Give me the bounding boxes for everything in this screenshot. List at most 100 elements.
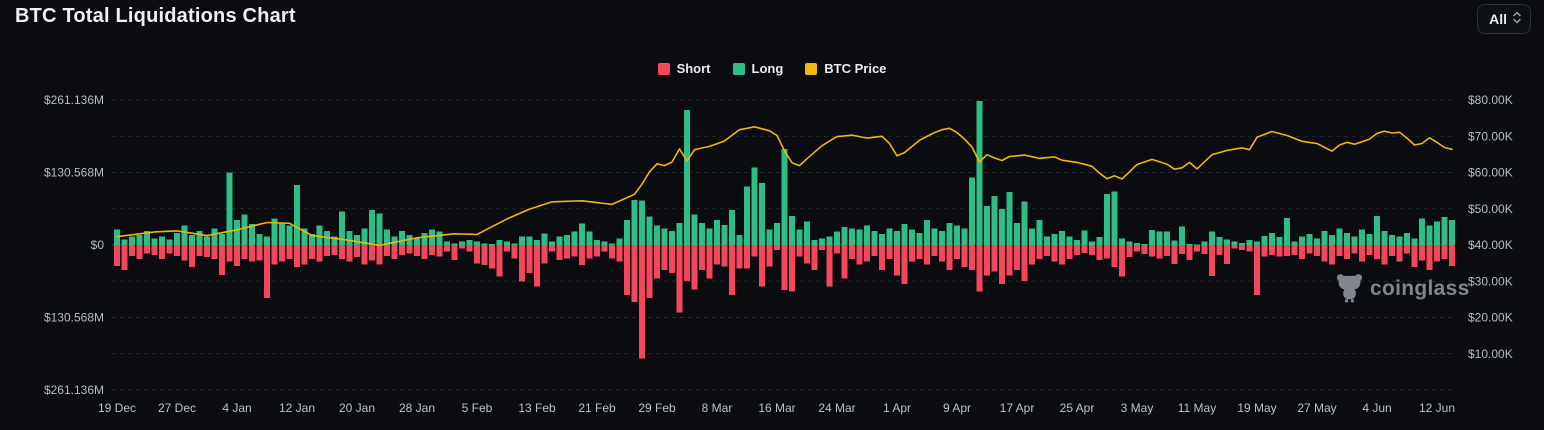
short-bar [1036,245,1043,259]
range-selector[interactable]: All [1477,4,1531,34]
short-bar [534,245,540,287]
long-bar [151,238,158,245]
short-bar [631,245,638,303]
long-bar [639,200,645,245]
long-bar [1119,238,1125,245]
long-bar [646,216,653,245]
short-bar [744,245,750,269]
svg-text:19 May: 19 May [1237,401,1276,415]
short-bar [316,245,323,262]
long-bar [916,232,923,245]
long-bar [556,236,563,245]
svg-text:1 Apr: 1 Apr [883,401,911,415]
short-bar [114,245,120,267]
short-bar [1179,245,1185,254]
legend-label-long: Long [751,61,784,76]
short-bar [339,245,345,259]
short-bar [1336,245,1343,257]
long-bar [1366,233,1373,245]
long-bar [264,236,270,245]
short-bar [271,245,278,265]
long-bar [1314,238,1320,245]
short-bar [1149,245,1155,257]
short-bar [466,245,473,252]
legend-item-btc-price[interactable]: BTC Price [805,61,886,76]
short-bar [384,245,390,257]
short-bar [916,245,923,259]
short-bar [834,245,840,254]
short-bar [1014,245,1020,270]
short-bar [406,245,413,254]
legend-item-short[interactable]: Short [657,61,711,76]
long-bar [1306,233,1313,245]
long-bar [256,233,263,245]
long-bar [939,231,945,245]
short-bar [976,245,983,292]
short-bar [856,245,863,265]
short-bar [871,245,878,257]
short-bar [1059,245,1065,265]
short-bar [564,245,570,259]
long-bar [181,225,188,245]
long-bar [616,238,623,245]
short-bar [376,245,383,265]
short-bar [241,245,248,259]
legend-item-long[interactable]: Long [732,61,784,76]
long-bar [841,227,848,245]
short-bar [909,245,915,262]
btc-price-line [116,126,1453,247]
chevron-up-down-icon [1512,10,1522,28]
long-bar [751,167,758,245]
long-bar [609,243,615,245]
short-bar [489,245,495,269]
short-bar [189,245,195,268]
long-bar [1261,236,1268,245]
long-bar [1066,236,1073,245]
short-bar [1269,245,1275,255]
long-bar [459,241,465,245]
long-bar [601,241,608,245]
long-bar [1029,228,1035,245]
long-bar [1426,225,1433,245]
long-bar [729,210,735,245]
long-bar [594,240,600,245]
short-bar [511,245,518,259]
long-bar [129,236,135,245]
long-bar [564,235,570,245]
short-bar [1276,245,1283,257]
short-bar [219,245,225,275]
short-bar [204,245,210,258]
short-bar [736,245,743,269]
long-bar [309,233,315,245]
short-bar [1216,245,1223,255]
short-bar [586,245,593,259]
long-bar [901,223,908,245]
coinglass-watermark-text: coinglass [1370,276,1470,300]
long-bar [1321,231,1328,245]
short-bar [1044,245,1050,257]
svg-text:25 Apr: 25 Apr [1060,401,1095,415]
long-bar [796,229,803,245]
long-bar [1089,241,1095,245]
short-bar [1329,245,1335,265]
short-bar [264,245,270,298]
long-bar [346,231,353,245]
long-bar [946,222,953,245]
long-bar [774,222,780,245]
long-bar [474,241,480,245]
long-bar [1036,220,1043,245]
long-bar [1134,242,1140,245]
btc-price-swatch-icon [805,62,818,75]
long-bar [894,231,900,245]
long-bar [414,238,420,245]
long-bar [1231,241,1238,245]
short-bar [421,245,428,259]
long-bar [189,235,195,245]
short-bar [789,245,795,292]
long-bar [436,231,443,245]
short-bar [234,245,240,267]
short-bar [1374,245,1380,259]
legend-label-short: Short [676,61,711,76]
long-bar [1044,236,1050,245]
